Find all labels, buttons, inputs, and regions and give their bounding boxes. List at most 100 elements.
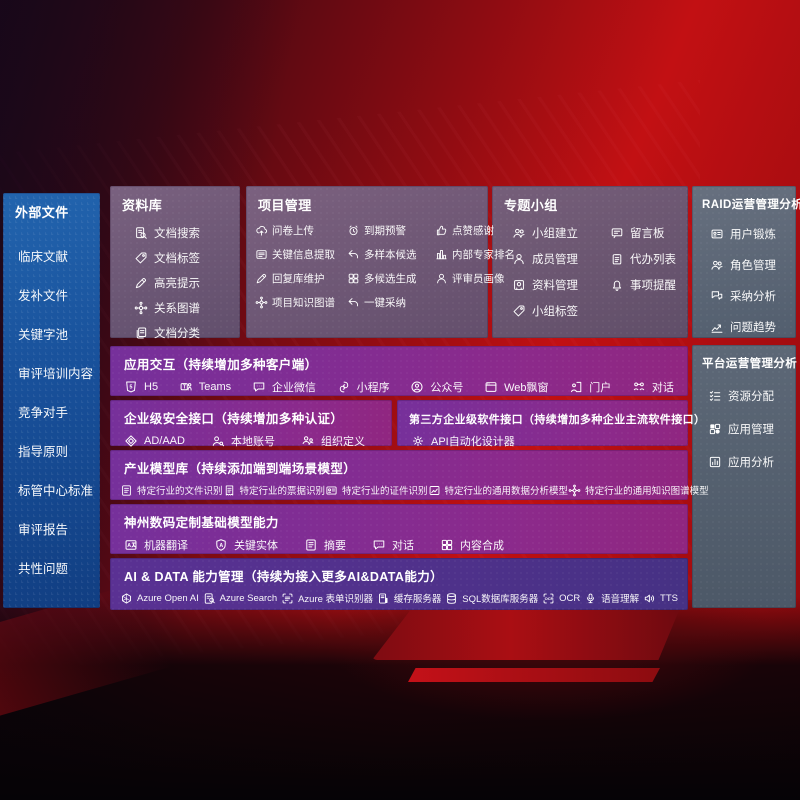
app-interaction-title: 应用交互（持续增加多种客户端） bbox=[124, 358, 318, 372]
ai-data-list: Azure Open AI Azure Search Azure 表单识别器 缓存服务… bbox=[110, 585, 688, 605]
trend-line-item: 问题趋势 bbox=[710, 319, 796, 335]
user-circle-item: 公众号 bbox=[410, 379, 463, 395]
item-label: 高亮提示 bbox=[154, 278, 200, 290]
item-label: 关系图谱 bbox=[154, 303, 200, 315]
chat-bubble-item: 企业微信 bbox=[252, 379, 316, 395]
industry-models-list: 特定行业的文件识别 特定行业的票据识别 特定行业的证件识别 特定行业的通用数据分析模型… bbox=[110, 477, 709, 497]
item-label: 门户 bbox=[589, 382, 612, 394]
microphone-item: 语音理解 bbox=[584, 591, 639, 605]
check-list-item: 资源分配 bbox=[708, 388, 796, 404]
item-label: 组织定义 bbox=[320, 436, 365, 448]
photo-album-icon bbox=[512, 278, 526, 292]
item-label: 关键字池 bbox=[18, 328, 69, 342]
item-label: 语音理解 bbox=[601, 594, 640, 605]
item-label: 多候选生成 bbox=[364, 273, 417, 285]
item-label: 一键采纳 bbox=[364, 297, 406, 309]
item-label: 对话 bbox=[392, 540, 414, 552]
item-label: 代办列表 bbox=[630, 254, 676, 266]
item-label: 共性问题 bbox=[18, 562, 69, 576]
cloud-upload-item: 问卷上传 bbox=[255, 223, 347, 238]
platform-analysis-panel: 平台运营管理分析 资源分配 应用管理 应用分析 bbox=[692, 345, 798, 608]
item-label: OCR bbox=[559, 592, 581, 604]
security-interface-list: AD/AAD 本地账号 组织定义 bbox=[110, 427, 392, 449]
report-chart-item: 应用分析 bbox=[708, 454, 796, 470]
speaker-item: TTS bbox=[643, 592, 678, 605]
external-files-title: 外部文件 bbox=[15, 205, 69, 220]
item-label: 成员管理 bbox=[532, 254, 578, 266]
tag-item: 小组标签 bbox=[512, 303, 610, 319]
bar-chart-icon bbox=[435, 248, 448, 261]
bell-icon bbox=[610, 278, 624, 292]
item-label: 标管中心标准 bbox=[18, 484, 94, 498]
text-item: 关键字池 bbox=[18, 324, 100, 343]
chat-bubble-icon bbox=[252, 380, 266, 394]
item-label: 采纳分析 bbox=[730, 291, 776, 303]
bar-chart-item: 内部专家排名 bbox=[435, 247, 515, 262]
platform-analysis-title: 平台运营管理分析 bbox=[702, 358, 798, 370]
database-icon bbox=[445, 592, 458, 605]
teams-logo-item: Teams bbox=[179, 380, 231, 394]
item-label: 特定行业的票据识别 bbox=[239, 486, 326, 497]
doc-search-icon bbox=[134, 226, 148, 240]
check-list-icon bbox=[708, 389, 722, 403]
item-label: 机器翻译 bbox=[144, 540, 188, 552]
node-graph-icon bbox=[134, 301, 148, 315]
laptop-base bbox=[408, 668, 660, 682]
item-label: 回复库维护 bbox=[272, 273, 325, 285]
item-label: 文档分类 bbox=[154, 328, 200, 340]
item-label: Teams bbox=[198, 381, 232, 393]
chat-link-icon bbox=[632, 380, 646, 394]
item-label: 评审员画像 bbox=[452, 273, 505, 285]
node-graph-item: 关系图谱 bbox=[134, 300, 240, 316]
item-label: API自动化设计器 bbox=[431, 436, 515, 448]
raid-analysis-title: RAID运营管理分析 bbox=[702, 199, 800, 211]
item-label: 资源分配 bbox=[728, 391, 774, 403]
topic-groups-title: 专题小组 bbox=[504, 198, 558, 213]
teams-logo-icon bbox=[179, 380, 193, 394]
tag-icon bbox=[512, 304, 526, 318]
text-item: 审评培训内容 bbox=[18, 363, 100, 382]
item-label: 问题趋势 bbox=[730, 322, 776, 334]
user-circle-icon bbox=[410, 380, 424, 394]
user-item: 成员管理 bbox=[512, 251, 610, 267]
external-files-list: 临床文献 发补文件 关键字池 审评培训内容 竞争对手 指导原则 标管中心标准 审评报告 共性问题 bbox=[3, 221, 100, 577]
html5-badge-item: H5 bbox=[124, 380, 158, 394]
translate-card-icon bbox=[124, 538, 138, 552]
info-card-item: 关键信息提取 bbox=[255, 247, 347, 262]
project-management-list: 问卷上传 到期预警 点赞感谢 关键信息提取 多样本候选 内部专家排名 回复库维护 多候选生成 评… bbox=[246, 214, 515, 310]
library-panel: 资料库 文档搜索 文档标签 高亮提示 关系图谱 文档分类 bbox=[110, 186, 240, 341]
text-item: 指导原则 bbox=[18, 441, 100, 460]
text-item: 标管中心标准 bbox=[18, 480, 100, 499]
user-icon bbox=[435, 272, 448, 285]
clipboard-item: 代办列表 bbox=[610, 251, 688, 267]
foundation-models-list: 机器翻译 关键实体 摘要 对话 内容合成 bbox=[110, 531, 688, 553]
api-gear-icon bbox=[411, 434, 425, 448]
text-item: 竞争对手 bbox=[18, 402, 100, 421]
item-label: 应用分析 bbox=[728, 457, 774, 469]
doc-magnifier-icon bbox=[203, 592, 216, 605]
cloud-upload-icon bbox=[255, 224, 268, 237]
item-label: Azure 表单识别器 bbox=[298, 594, 374, 605]
item-label: 多样本候选 bbox=[364, 249, 417, 261]
item-label: 公众号 bbox=[430, 382, 464, 394]
trend-line-icon bbox=[710, 320, 724, 334]
external-files-panel: 外部文件 临床文献 发补文件 关键字池 审评培训内容 竞争对手 指导原则 标管中心标准 审评报… bbox=[3, 193, 100, 608]
doc-file-icon bbox=[304, 538, 318, 552]
org-users-icon bbox=[301, 434, 315, 448]
app-interaction-list: H5 Teams 企业微信 小程序 公众号 Web飘窗 门户 对话 bbox=[110, 373, 688, 395]
mini-program-item: 小程序 bbox=[337, 379, 390, 395]
chat-link-item: 对话 bbox=[632, 379, 674, 395]
speaker-icon bbox=[643, 592, 656, 605]
doc-copy-item: 文档分类 bbox=[134, 325, 240, 341]
user-key-icon bbox=[211, 434, 225, 448]
thirdparty-interface-list: API自动化设计器 bbox=[397, 427, 688, 449]
raid-analysis-panel: RAID运营管理分析 用户锻炼 角色管理 采纳分析 问题趋势 bbox=[692, 186, 800, 338]
platform-analysis-list: 资源分配 应用管理 应用分析 bbox=[692, 371, 796, 470]
chat-bubble-icon bbox=[372, 538, 386, 552]
doc-copy-icon bbox=[134, 326, 148, 340]
text-item: 发补文件 bbox=[18, 285, 100, 304]
item-label: Azure Search bbox=[219, 592, 278, 604]
library-title: 资料库 bbox=[122, 198, 163, 213]
item-label: 特定行业的通用数据分析模型 bbox=[444, 486, 569, 497]
